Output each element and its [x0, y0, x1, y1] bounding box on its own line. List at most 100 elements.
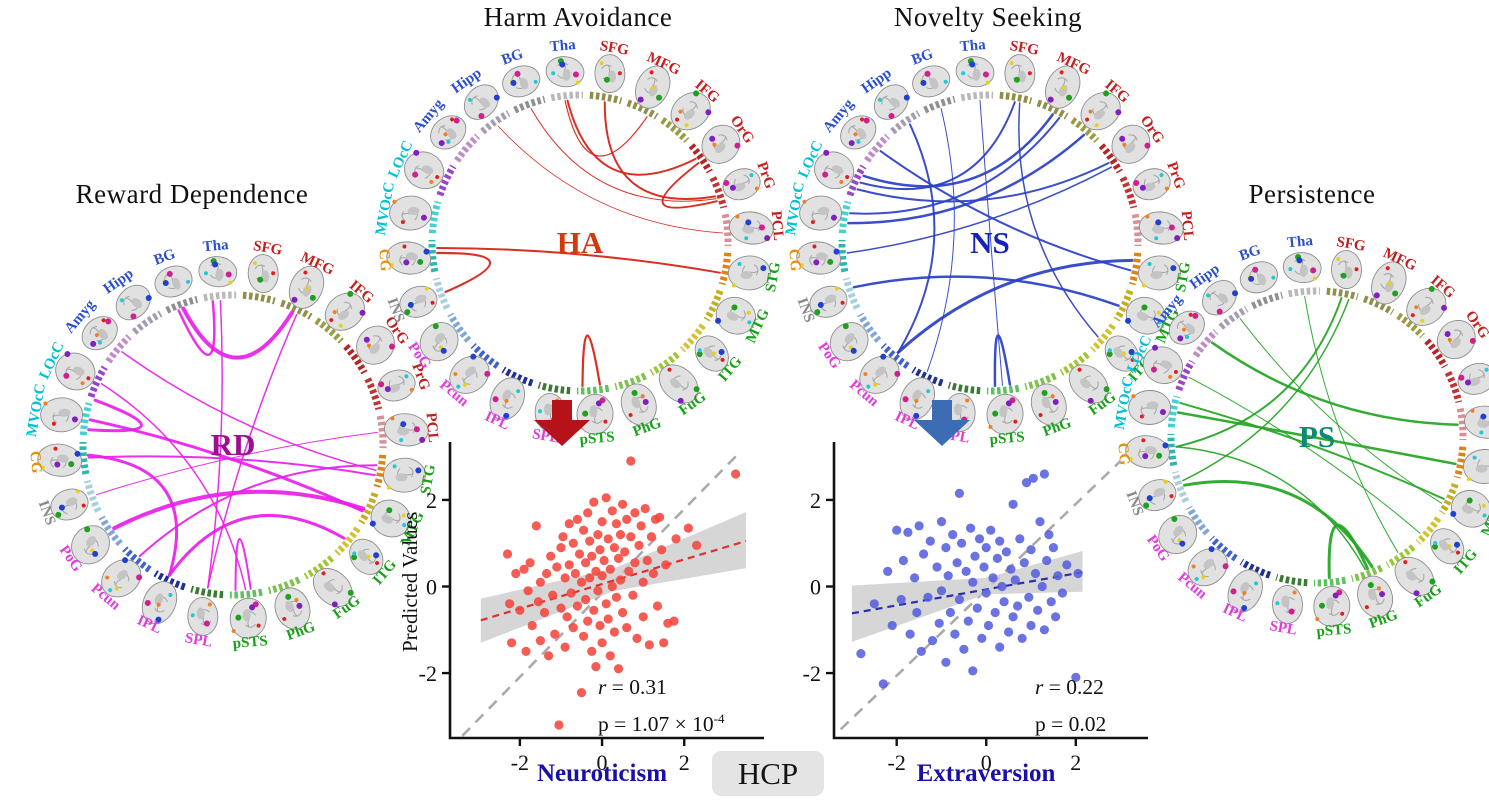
brain-slice-CG [796, 241, 842, 275]
stats-block-neuroticism: r = 0.31 p = 1.07 × 10-4 [598, 672, 724, 740]
scatter-neuroticism: -2 0 2 2 0 -2 [419, 442, 764, 775]
brain-slice-PCL [728, 211, 774, 245]
connection-chords [1175, 296, 1459, 579]
brain-slice-Amyg [430, 115, 467, 150]
brain-slice-OrG [356, 325, 396, 365]
x-tick-label: 0 [597, 750, 608, 775]
brain-slice-MFG [1371, 261, 1407, 305]
title-reward-dependence: Reward Dependence [75, 179, 309, 209]
brain-slice-MTG [1125, 296, 1167, 335]
brain-slice-BG [154, 265, 193, 298]
x-tick-label: 2 [1070, 750, 1081, 775]
brain-slice-CG [1125, 435, 1170, 469]
regression-line [480, 540, 747, 622]
y-tick-label: -2 [803, 661, 821, 686]
x-tick-label: 0 [981, 750, 992, 775]
brain-slice-FuG [312, 568, 354, 608]
brain-slice-pSTS [986, 393, 1024, 435]
region-label-STG: STG [1173, 261, 1194, 294]
brain-slice-OrG [1436, 319, 1476, 360]
brain-slice-ITG [694, 335, 729, 372]
connectogram-novelty-seeking: SFGMFGIFGOrGPrGPCLSTGMTGITGFuGPhGpSTSSPL… [783, 37, 1197, 448]
brain-slice-Pcun [1187, 546, 1229, 587]
brain-slice-INS [50, 488, 89, 521]
brain-slice-LOcC [1142, 344, 1184, 385]
x-tick-label: -2 [511, 750, 529, 775]
brain-slices [796, 54, 1184, 435]
p-value: = 1.07 × 10 [608, 712, 714, 737]
brain-slice-OrG [701, 124, 741, 164]
x-tick-label: 2 [679, 750, 690, 775]
r-symbol: r [1035, 675, 1044, 699]
region-label-Tha: Tha [1286, 233, 1314, 251]
brain-slice-CG [37, 443, 83, 477]
brain-slice-IFG [670, 90, 712, 131]
center-label-PS: PS [1299, 419, 1335, 454]
brain-slice-IFG [324, 290, 366, 331]
region-labels: SFGMFGIFGOrGPrGPCLSTGMTGITGFuGPhGpSTSSPL… [24, 237, 441, 652]
brain-slice-Hipp [873, 84, 910, 120]
brain-slice-Tha [545, 56, 585, 88]
region-label-pSTS: pSTS [989, 429, 1025, 448]
title-harm-avoidance: Harm Avoidance [483, 2, 673, 32]
y-tick-label: -2 [419, 661, 437, 686]
region-label-STG: STG [763, 261, 784, 294]
brain-slice-SFG [594, 54, 626, 94]
center-label-NS: NS [970, 225, 1010, 260]
brain-slice-IPL [141, 581, 178, 625]
x-tick-label: -2 [888, 750, 906, 775]
region-ring [428, 91, 732, 395]
region-label-Tha: Tha [959, 37, 987, 55]
r-symbol: r [598, 675, 607, 699]
region-label-CG: CG [785, 248, 803, 272]
region-label-PCL: PCL [1178, 210, 1197, 241]
region-label-CG: CG [1114, 442, 1132, 466]
brain-slice-PhG [1357, 575, 1394, 618]
brain-slice-PrG [377, 369, 416, 402]
brain-slice-IPL [899, 377, 935, 421]
brain-slice-LOcC [813, 149, 855, 190]
brain-slice-STG [727, 255, 771, 291]
brain-slice-ITG [1104, 335, 1139, 372]
brain-slice-IPL [1227, 569, 1263, 613]
brain-slice-ITG [349, 538, 384, 575]
brain-slice-Pcun [449, 353, 491, 394]
brain-slice-INS [1138, 479, 1177, 512]
brain-slice-Amyg [840, 115, 877, 150]
title-novelty-seeking: Novelty Seeking [893, 2, 1083, 32]
brain-slice-MVOcC [1128, 390, 1172, 425]
confidence-band [480, 512, 746, 643]
brain-slice-MTG [1450, 489, 1489, 528]
brain-slice-FuG [1394, 556, 1436, 597]
brain-slice-pSTS [229, 597, 267, 639]
brain-slice-INS [809, 285, 848, 318]
region-label-CG: CG [375, 248, 393, 272]
region-label-BG: BG [499, 46, 525, 69]
connection-chords [86, 299, 378, 591]
connection-chords [436, 99, 724, 388]
brain-slice-MTG [369, 499, 411, 538]
brain-slice-pSTS [576, 393, 614, 435]
brain-slice-FuG [1068, 364, 1110, 404]
brain-slice-MVOcC [40, 397, 84, 433]
down-arrow-icon-blue [914, 400, 970, 446]
data-points [856, 469, 1083, 689]
connectogram-persistence: SFGMFGIFGOrGPrGPCLSTGMTGITGFuGPhGpSTSSPL… [1112, 233, 1489, 640]
region-label-PCL: PCL [768, 210, 787, 241]
confidence-band [851, 551, 1083, 642]
r-value: = 0.22 [1043, 675, 1104, 699]
brain-slice-PrG [1132, 168, 1171, 201]
brain-slice-PhG [274, 587, 311, 630]
region-ring [79, 291, 387, 599]
brain-slice-ITG [1430, 528, 1465, 565]
region-label-SPL: SPL [184, 630, 214, 651]
region-label-PCL: PCL [422, 412, 441, 443]
brain-slice-Hipp [463, 84, 500, 120]
brain-slice-OrG [1111, 124, 1151, 164]
brain-slices [37, 254, 429, 639]
title-persistence: Persistence [1248, 179, 1376, 209]
brain-slice-PhG [620, 383, 657, 426]
brain-slice-SFG [1331, 250, 1362, 290]
brain-slice-STG [1137, 255, 1181, 291]
region-label-SFG: SFG [1335, 234, 1367, 255]
